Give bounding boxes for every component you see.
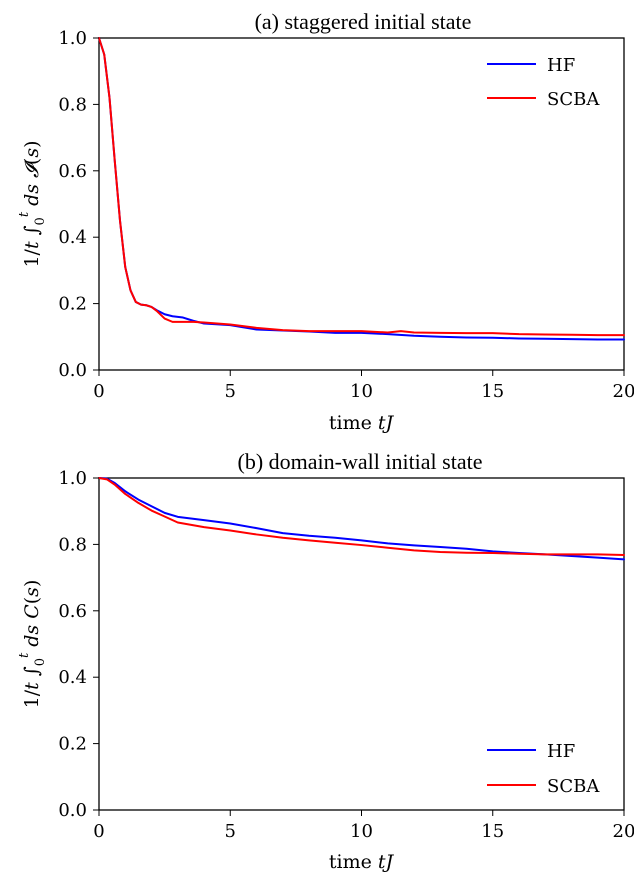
panel-b-x-tick-label: 20 <box>613 821 634 842</box>
panel-b-title: (b) domain-wall initial state <box>238 449 483 474</box>
panel-b-y-tick-label: 0.6 <box>58 601 87 622</box>
panel-b-y-tick-label: 0.0 <box>58 800 87 821</box>
panel-b-x-tick-label: 10 <box>350 821 373 842</box>
panel-a-y-tick-label: 0.2 <box>58 294 87 315</box>
panel-b-x-tick-label: 0 <box>93 821 104 842</box>
panel-a-y-axis-label: 1/t ∫0t ds 𝓘(s) <box>17 140 48 267</box>
panel-b-legend-hf-label: HF <box>547 741 575 762</box>
panel-b-ticks: 0 5 10 15 20 0.0 0.2 0.4 0.6 0.8 1.0 <box>58 468 634 842</box>
panel-a-y-tick-label: 0.8 <box>58 94 87 115</box>
panel-b-y-tick-label: 0.8 <box>58 534 87 555</box>
panel-b-x-axis-label: time tJ <box>329 851 395 873</box>
panel-a-ticks: 0 5 10 15 20 0.0 0.2 0.4 0.6 0.8 1.0 <box>58 28 634 402</box>
panel-b-domain-wall: (b) domain-wall initial state 0 5 10 15 20 0.… <box>17 449 634 873</box>
panel-a-legend-scba-label: SCBA <box>547 89 600 110</box>
panel-a-y-tick-label: 0.0 <box>58 360 87 381</box>
panel-a-x-tick-label: 0 <box>93 381 104 402</box>
panel-b-x-tick-label: 15 <box>481 821 504 842</box>
panel-a-series-scba-line <box>98 37 625 337</box>
panel-b-y-axis-label: 1/t ∫0t ds C(s) <box>17 580 48 709</box>
panel-a-x-tick-label: 20 <box>613 381 634 402</box>
panel-b-legend-scba-label: SCBA <box>547 776 600 797</box>
panel-a-legend-hf-label: HF <box>547 55 575 76</box>
panel-b-y-tick-label: 0.2 <box>58 734 87 755</box>
panel-a-series <box>98 37 625 341</box>
panel-b-series-scba-line <box>98 477 625 557</box>
panel-a-x-tick-label: 5 <box>225 381 236 402</box>
panel-b-legend: HF SCBA <box>487 741 600 797</box>
panel-a-y-tick-label: 0.6 <box>58 161 87 182</box>
panel-a-x-axis-label: time tJ <box>329 412 395 434</box>
panel-a-x-tick-label: 10 <box>350 381 373 402</box>
panel-b-y-tick-label: 1.0 <box>58 468 87 489</box>
panel-a-staggered: (a) staggered initial state 0 5 10 15 200.00… <box>17 9 634 434</box>
panel-b-x-tick-label: 5 <box>225 821 236 842</box>
panel-a-title: (a) staggered initial state <box>255 9 472 34</box>
panel-b-y-tick-label: 0.4 <box>58 667 87 688</box>
panel-b-series <box>98 477 625 561</box>
panel-a-x-tick-label: 15 <box>481 381 504 402</box>
panel-a-y-tick-label: 1.0 <box>58 28 87 49</box>
panel-a-legend: HF SCBA <box>487 55 600 110</box>
panel-a-y-tick-label: 0.4 <box>58 227 87 248</box>
